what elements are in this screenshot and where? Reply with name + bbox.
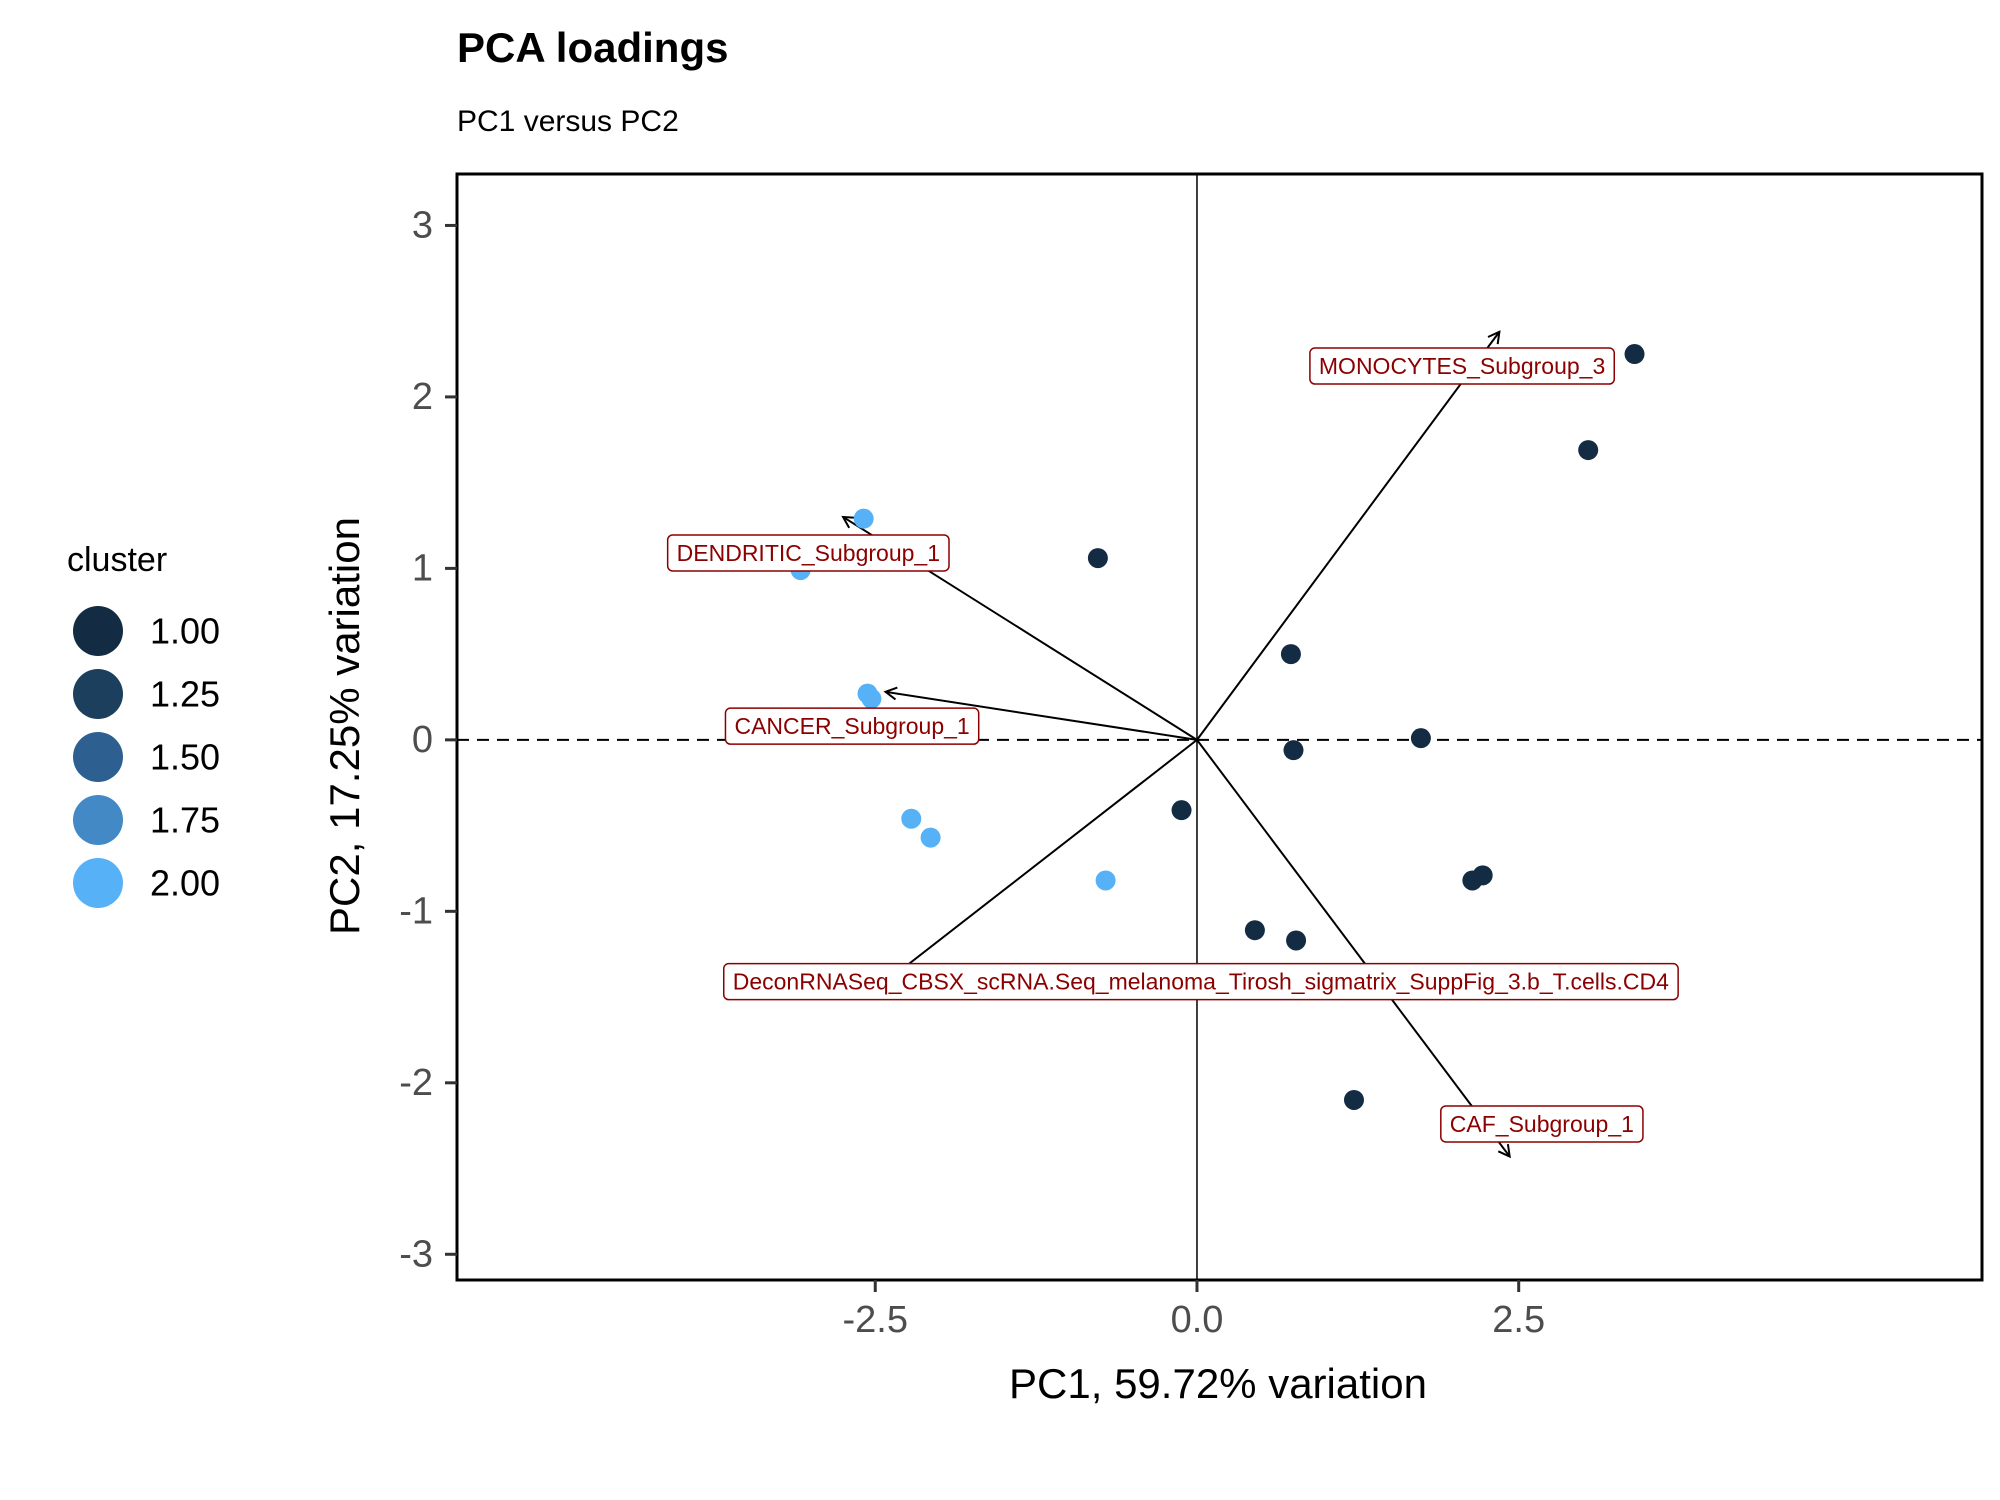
y-tick-label: -2 [399, 1062, 433, 1104]
loading-label: DeconRNASeq_CBSX_scRNA.Seq_melanoma_Tiro… [722, 962, 1679, 1001]
y-tick-label: 3 [412, 204, 433, 246]
loading-label: MONOCYTES_Subgroup_3 [1309, 347, 1616, 385]
y-tick-label: -1 [399, 890, 433, 932]
loading-label-text: DENDRITIC_Subgroup_1 [677, 540, 940, 566]
data-point [1280, 644, 1301, 665]
x-tick-label: -2.5 [843, 1299, 908, 1341]
loading-label-text: MONOCYTES_Subgroup_3 [1319, 353, 1605, 379]
data-point [1343, 1089, 1364, 1110]
data-point [1624, 344, 1645, 365]
y-tick-label: 0 [412, 719, 433, 761]
loading-label-box [666, 534, 950, 572]
loading-label-text: DeconRNASeq_CBSX_scRNA.Seq_melanoma_Tiro… [733, 969, 1669, 995]
data-point [1244, 920, 1265, 941]
x-tick-label: 0.0 [1171, 1299, 1224, 1341]
legend-title: cluster [67, 541, 167, 579]
y-axis-title: PC2, 17.25% variation [321, 517, 368, 935]
y-tick-label: -3 [399, 1233, 433, 1275]
data-point [861, 688, 882, 709]
loading-label-text: CAF_Subgroup_1 [1450, 1111, 1634, 1137]
data-point [1472, 865, 1493, 886]
legend: cluster 1.00 1.25 1.50 1.75 2.00 [67, 541, 220, 908]
data-point [1410, 728, 1431, 749]
loading-arrow [886, 692, 1198, 741]
data-point [920, 827, 941, 848]
x-axis-title: PC1, 59.72% variation [1009, 1360, 1427, 1407]
data-point [1171, 800, 1192, 821]
y-tick-label: 1 [412, 547, 433, 589]
data-point [901, 808, 922, 829]
loading-label-box [724, 707, 980, 745]
loading-label: CANCER_Subgroup_1 [724, 707, 980, 745]
legend-label: 1.75 [150, 800, 220, 841]
loading-label-box [1309, 347, 1616, 385]
loading-label: CAF_Subgroup_1 [1440, 1105, 1644, 1143]
legend-swatch [73, 858, 123, 908]
data-point [853, 508, 874, 529]
legend-swatch [73, 669, 123, 719]
legend-label: 1.50 [150, 737, 220, 778]
y-tick-label: 2 [412, 376, 433, 418]
loading-arrow [1196, 739, 1510, 1157]
chart-subtitle: PC1 versus PC2 [457, 105, 679, 138]
legend-label: 1.00 [150, 611, 220, 652]
loading-arrow [1196, 332, 1499, 741]
legend-swatch [73, 606, 123, 656]
plot-area: MONOCYTES_Subgroup_3 DENDRITIC_Subgroup_1… [399, 172, 1984, 1341]
panel-border [455, 172, 1984, 1282]
legend-swatch [73, 795, 123, 845]
legend-label: 2.00 [150, 863, 220, 904]
data-point [1087, 548, 1108, 569]
loading-label: DENDRITIC_Subgroup_1 [666, 534, 950, 572]
loading-label-box [722, 962, 1679, 1001]
data-point [1578, 440, 1599, 461]
data-point [1095, 870, 1116, 891]
loading-label-box [1440, 1105, 1644, 1143]
legend-swatch [73, 732, 123, 782]
legend-label: 1.25 [150, 674, 220, 715]
x-tick-label: 2.5 [1492, 1299, 1545, 1341]
data-point [1283, 740, 1304, 761]
loading-arrow [882, 739, 1198, 985]
data-point [1286, 930, 1307, 951]
chart-title: PCA loadings [457, 24, 728, 71]
loading-label-text: CANCER_Subgroup_1 [734, 713, 969, 739]
